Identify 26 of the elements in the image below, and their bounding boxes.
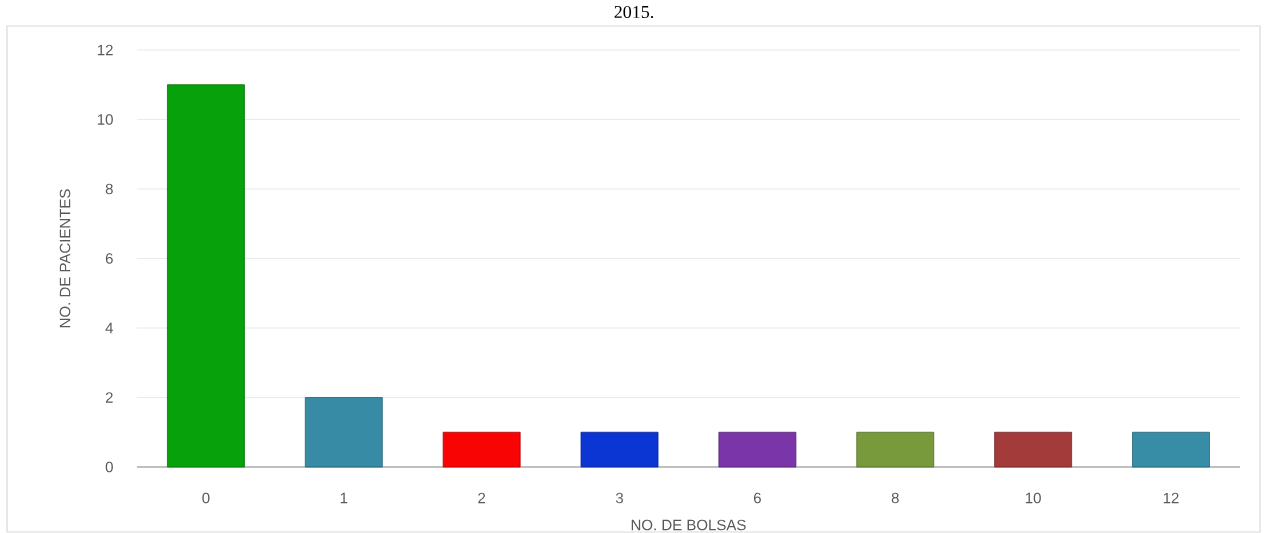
x-tick-label: 2 xyxy=(478,492,486,504)
bar xyxy=(442,431,521,468)
x-tick-label: 3 xyxy=(615,492,624,504)
bar xyxy=(718,431,797,468)
y-tick-label: 12 xyxy=(97,44,113,56)
x-tick-label: 1 xyxy=(340,492,348,504)
y-tick-label: 0 xyxy=(105,461,113,473)
bar xyxy=(580,431,659,468)
y-tick-label: 10 xyxy=(97,114,113,125)
y-tick-label: 8 xyxy=(105,183,113,195)
chart-title: 2015. xyxy=(614,5,654,19)
x-axis-title: NO. DE BOLSAS xyxy=(631,519,746,531)
bar xyxy=(994,431,1073,468)
x-tick-label: 0 xyxy=(202,492,210,504)
bar xyxy=(167,84,245,468)
y-tick-label: 4 xyxy=(105,322,114,334)
x-tick-label: 6 xyxy=(753,492,761,504)
x-tick-label: 12 xyxy=(1163,492,1179,504)
bar xyxy=(1132,431,1210,468)
x-tick-label: 8 xyxy=(891,492,899,504)
y-tick-label: 2 xyxy=(105,392,113,403)
bar xyxy=(856,431,935,468)
y-axis-title: NO. DE PACIENTES xyxy=(59,189,71,328)
x-tick-label: 10 xyxy=(1025,492,1041,504)
bar xyxy=(304,397,383,468)
y-tick-label: 6 xyxy=(105,253,113,264)
